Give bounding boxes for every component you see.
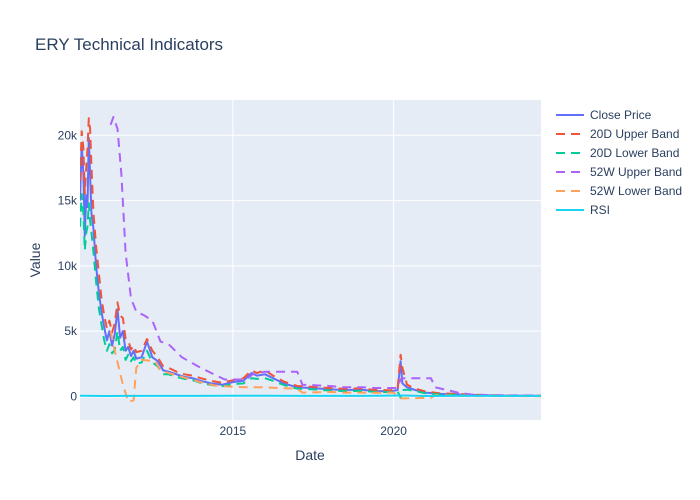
legend-item-rsi[interactable]: RSI: [556, 203, 610, 217]
series-line-20d-lower-band: [80, 193, 541, 399]
x-axis-title: Date: [295, 447, 325, 463]
series-line-52w-lower-band: [109, 330, 541, 403]
legend-item-20d-upper-band[interactable]: 20D Upper Band: [556, 127, 679, 141]
legend-item-20d-lower-band[interactable]: 20D Lower Band: [556, 146, 679, 160]
chart-title: ERY Technical Indicators: [35, 35, 223, 54]
x-tick-label: 2015: [219, 424, 246, 438]
series-lines: [80, 116, 541, 403]
legend-label: 52W Lower Band: [590, 184, 682, 198]
legend-label: Close Price: [590, 108, 652, 122]
series-line-20d-upper-band: [80, 117, 541, 397]
tick-labels: 0 5k 10k 15k 20k 2015 2020: [58, 128, 408, 438]
series-line-close-price: [80, 136, 541, 397]
plot-background: [80, 100, 541, 420]
legend-label: RSI: [590, 203, 610, 217]
x-tick-label: 2020: [380, 424, 407, 438]
series-line-52w-upper-band: [109, 116, 541, 397]
legend-label: 20D Upper Band: [590, 127, 679, 141]
legend-item-close-price[interactable]: Close Price: [556, 108, 652, 122]
legend-label: 20D Lower Band: [590, 146, 679, 160]
y-tick-label: 20k: [58, 128, 78, 142]
y-tick-label: 10k: [58, 259, 78, 273]
legend-item-52w-lower-band[interactable]: 52W Lower Band: [556, 184, 682, 198]
y-tick-label: 0: [70, 389, 77, 403]
legend[interactable]: Close Price 20D Upper Band 20D Lower Band 5…: [556, 108, 682, 217]
y-tick-label: 5k: [64, 324, 78, 338]
legend-label: 52W Upper Band: [590, 165, 682, 179]
series-line-rsi: [80, 394, 541, 397]
y-axis-title: Value: [27, 242, 43, 277]
legend-item-52w-upper-band[interactable]: 52W Upper Band: [556, 165, 682, 179]
y-tick-label: 15k: [58, 194, 78, 208]
